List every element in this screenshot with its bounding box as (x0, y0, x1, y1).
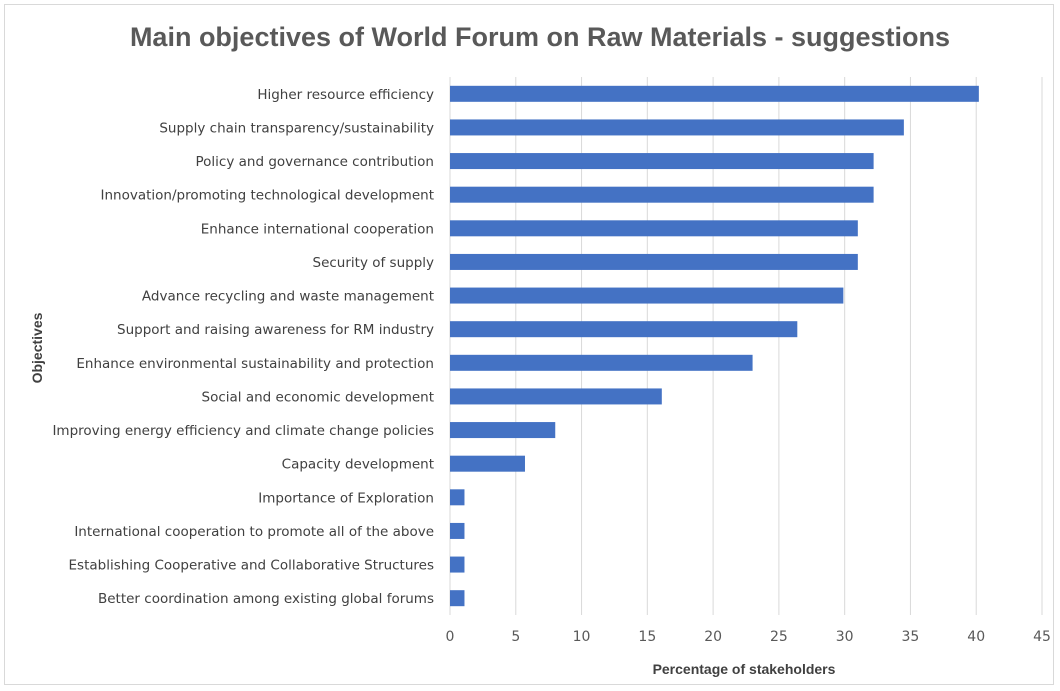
category-labels: Higher resource efficiency Supply chain t… (52, 87, 434, 607)
bar (450, 119, 904, 136)
bar (450, 522, 465, 539)
bar (450, 489, 465, 506)
category-label: Establishing Cooperative and Collaborati… (69, 558, 435, 574)
x-tick-label: 10 (573, 629, 591, 645)
category-label: International cooperation to promote all… (74, 524, 434, 540)
category-label: Advance recycling and waste management (142, 289, 434, 305)
category-label: Higher resource efficiency (257, 87, 434, 103)
x-tick-label: 40 (967, 629, 985, 645)
category-label: Social and economic development (202, 389, 434, 405)
category-label: Capacity development (282, 457, 434, 473)
chart-title: Main objectives of World Forum on Raw Ma… (130, 22, 950, 52)
bar (450, 153, 874, 170)
category-label: Innovation/promoting technological devel… (101, 188, 435, 204)
bar (450, 287, 844, 304)
bar (450, 422, 556, 439)
x-tick-label: 45 (1033, 629, 1051, 645)
x-tick-label: 20 (704, 629, 722, 645)
category-label: Improving energy efficiency and climate … (52, 423, 434, 439)
bar (450, 388, 662, 405)
bar (450, 354, 753, 371)
x-tick-labels: 0 5 10 15 20 25 30 35 40 45 (446, 629, 1051, 645)
y-axis-title: Objectives (29, 312, 45, 383)
x-tick-label: 35 (902, 629, 920, 645)
bar (450, 556, 465, 573)
x-tick-label: 15 (638, 629, 656, 645)
bar (450, 220, 858, 237)
category-label: Better coordination among existing globa… (98, 591, 434, 607)
x-tick-label: 0 (446, 629, 455, 645)
category-label: Policy and governance contribution (196, 154, 434, 170)
bar (450, 455, 525, 472)
x-tick-label: 5 (511, 629, 520, 645)
bar (450, 321, 798, 338)
bar (450, 590, 465, 607)
category-label: Enhance international cooperation (201, 221, 434, 237)
x-axis-title: Percentage of stakeholders (653, 661, 836, 677)
bar (450, 85, 979, 102)
bar (450, 253, 858, 270)
chart-frame (4, 4, 1054, 685)
category-label: Supply chain transparency/sustainability (159, 120, 434, 136)
x-tick-label: 25 (770, 629, 788, 645)
category-label: Importance of Exploration (258, 490, 434, 506)
category-label: Support and raising awareness for RM ind… (117, 322, 434, 338)
x-tick-label: 30 (836, 629, 854, 645)
bar (450, 186, 874, 203)
bars (450, 85, 979, 607)
category-label: Security of supply (313, 255, 435, 271)
category-label: Enhance environmental sustainability and… (76, 356, 434, 372)
